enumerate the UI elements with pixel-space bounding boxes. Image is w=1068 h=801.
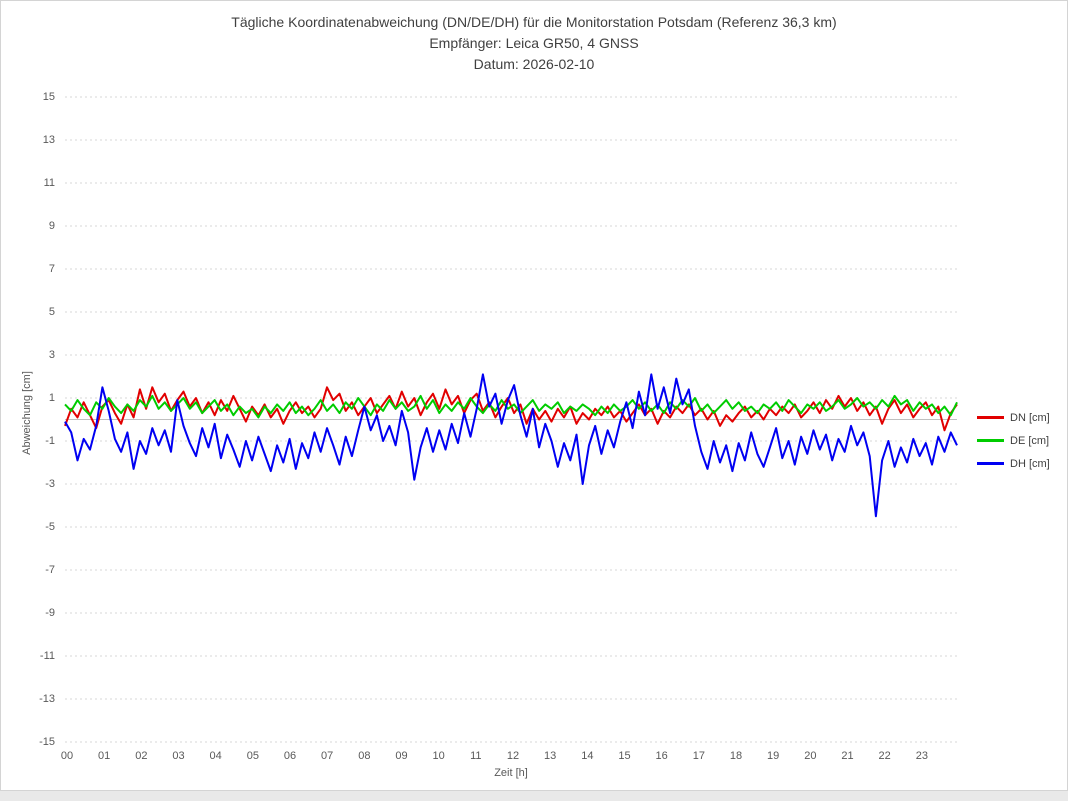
x-tick-label: 01 <box>98 750 111 762</box>
y-tick-label: -9 <box>45 607 55 619</box>
x-tick-label: 02 <box>135 750 148 762</box>
chart-title: Tägliche Koordinatenabweichung (DN/DE/DH… <box>231 14 837 30</box>
x-tick-label: 12 <box>506 750 520 762</box>
y-tick-label: -11 <box>39 650 55 662</box>
x-tick-label: 13 <box>544 750 557 762</box>
y-tick-label: 3 <box>48 349 55 361</box>
x-tick-label: 21 <box>841 750 854 762</box>
y-tick-label: -15 <box>39 736 55 748</box>
legend-item-dn: DN [cm] <box>977 406 1050 429</box>
x-tick-label: 04 <box>209 750 222 762</box>
x-tick-label: 19 <box>767 750 780 762</box>
chart-subtitle-date: Datum: 2026-02-10 <box>473 56 595 72</box>
x-tick-label: 07 <box>321 750 334 762</box>
y-tick-label: 7 <box>48 263 55 275</box>
legend-label: DE [cm] <box>1010 434 1050 447</box>
legend-line-swatch <box>977 439 1004 442</box>
x-tick-label: 08 <box>358 750 371 762</box>
x-tick-label: 15 <box>618 750 631 762</box>
x-tick-label: 00 <box>60 750 74 762</box>
legend-line-swatch <box>977 462 1004 465</box>
x-tick-label: 20 <box>804 750 817 762</box>
x-tick-label: 18 <box>729 750 743 762</box>
x-tick-label: 17 <box>692 750 705 762</box>
y-tick-label: 11 <box>43 177 55 189</box>
legend-line-swatch <box>977 416 1004 419</box>
series-line-dh <box>64 373 958 518</box>
y-tick-label: 1 <box>48 392 55 404</box>
legend-label: DH [cm] <box>1010 457 1050 470</box>
x-tick-label: 11 <box>470 750 482 762</box>
y-tick-label: 15 <box>42 91 55 103</box>
y-tick-label: -5 <box>45 521 55 533</box>
legend-label: DN [cm] <box>1010 411 1050 424</box>
y-tick-label: -1 <box>45 435 55 447</box>
chart-subtitle-receiver: Empfänger: Leica GR50, 4 GNSS <box>429 35 639 51</box>
x-tick-label: 23 <box>915 750 928 762</box>
y-axis-title: Abweichung [cm] <box>21 371 33 455</box>
y-tick-label: 13 <box>42 134 55 146</box>
x-tick-label: 10 <box>432 750 445 762</box>
x-tick-label: 09 <box>395 750 408 762</box>
window-bottom-edge <box>0 791 1068 801</box>
x-tick-label: 14 <box>581 750 594 762</box>
x-tick-label: 16 <box>655 750 668 762</box>
y-tick-label: -3 <box>45 478 55 490</box>
legend-item-dh: DH [cm] <box>977 452 1050 475</box>
series-line-de <box>64 394 958 419</box>
y-tick-label: 5 <box>48 306 55 318</box>
x-tick-label: 03 <box>172 750 185 762</box>
legend: DN [cm] DE [cm] DH [cm] <box>977 406 1050 475</box>
x-tick-label: 22 <box>878 750 891 762</box>
x-tick-label: 06 <box>283 750 297 762</box>
chart-title-block: Tägliche Koordinatenabweichung (DN/DE/DH… <box>1 12 1067 75</box>
x-tick-label: 05 <box>246 750 259 762</box>
y-tick-label: -7 <box>45 564 55 576</box>
legend-item-de: DE [cm] <box>977 429 1050 452</box>
x-axis-title: Zeit [h] <box>494 767 528 779</box>
y-tick-label: 9 <box>48 220 55 232</box>
y-tick-label: -13 <box>39 693 55 705</box>
